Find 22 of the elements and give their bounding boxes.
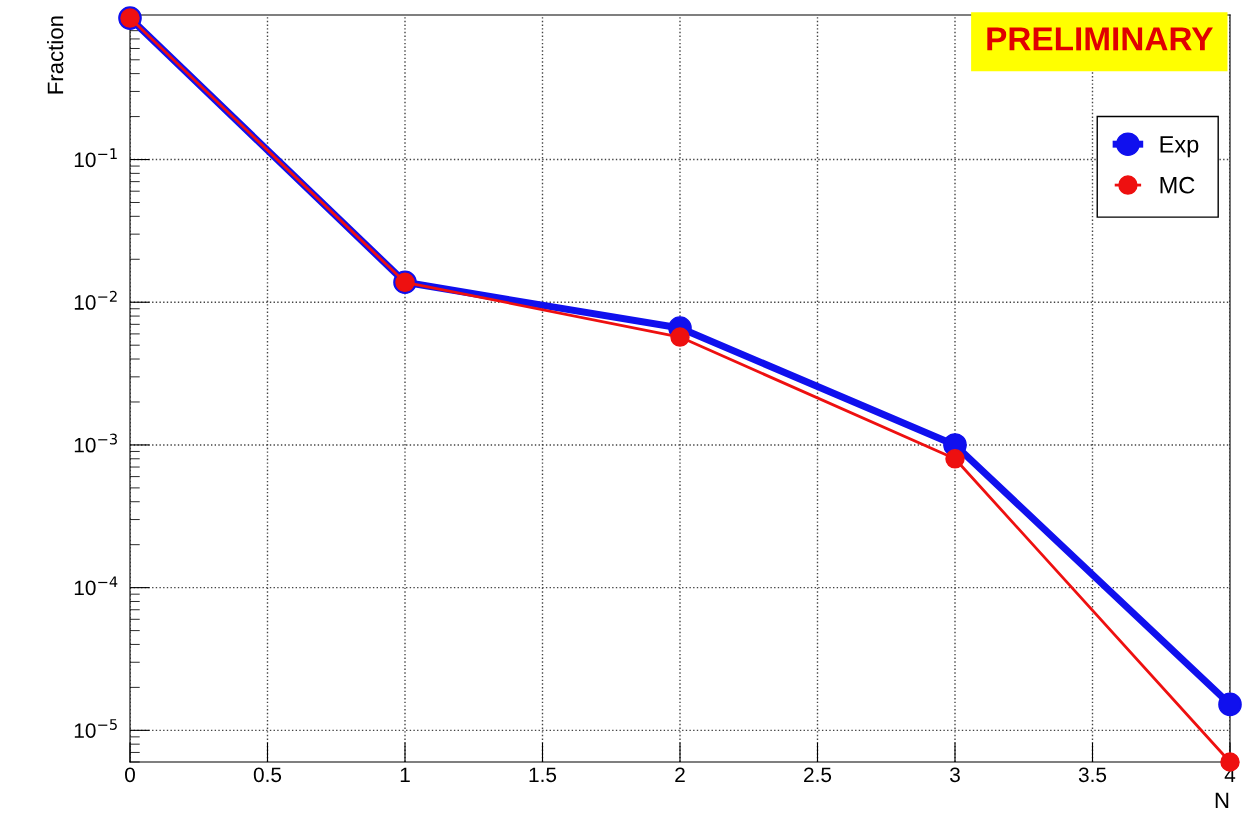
y-tick-label: 10$^{−1}$ xyxy=(74,148,117,168)
x-tick-label: 0 xyxy=(125,767,135,783)
x-tick-label: 0.5 xyxy=(253,767,282,783)
x-tick-label: 2 xyxy=(675,767,685,782)
point xyxy=(1220,752,1240,772)
point xyxy=(1218,692,1242,717)
y-tick-label: 10$^{−4}$ xyxy=(74,576,118,596)
x-axis-title: N xyxy=(1215,792,1229,808)
point xyxy=(945,449,965,469)
point xyxy=(670,327,690,347)
x-tick-label: 2.5 xyxy=(804,767,832,783)
legend-label: MC xyxy=(1160,176,1195,194)
x-tick-label: 1 xyxy=(400,767,410,782)
y-axis-title: Fraction xyxy=(46,16,64,94)
x-tick-label: 3.5 xyxy=(1078,767,1107,783)
y-tick-label: 10$^{−5}$ xyxy=(74,719,117,738)
x-tick-label: 3 xyxy=(950,767,960,783)
x-tick-label: 1.5 xyxy=(529,767,557,783)
y-tick-label: 10$^{−2}$ xyxy=(74,290,117,310)
y-tick-label: 10$^{−3}$ xyxy=(74,433,117,453)
legend-label: Exp xyxy=(1160,136,1199,158)
annotation: PRELIMINARY xyxy=(987,27,1213,51)
